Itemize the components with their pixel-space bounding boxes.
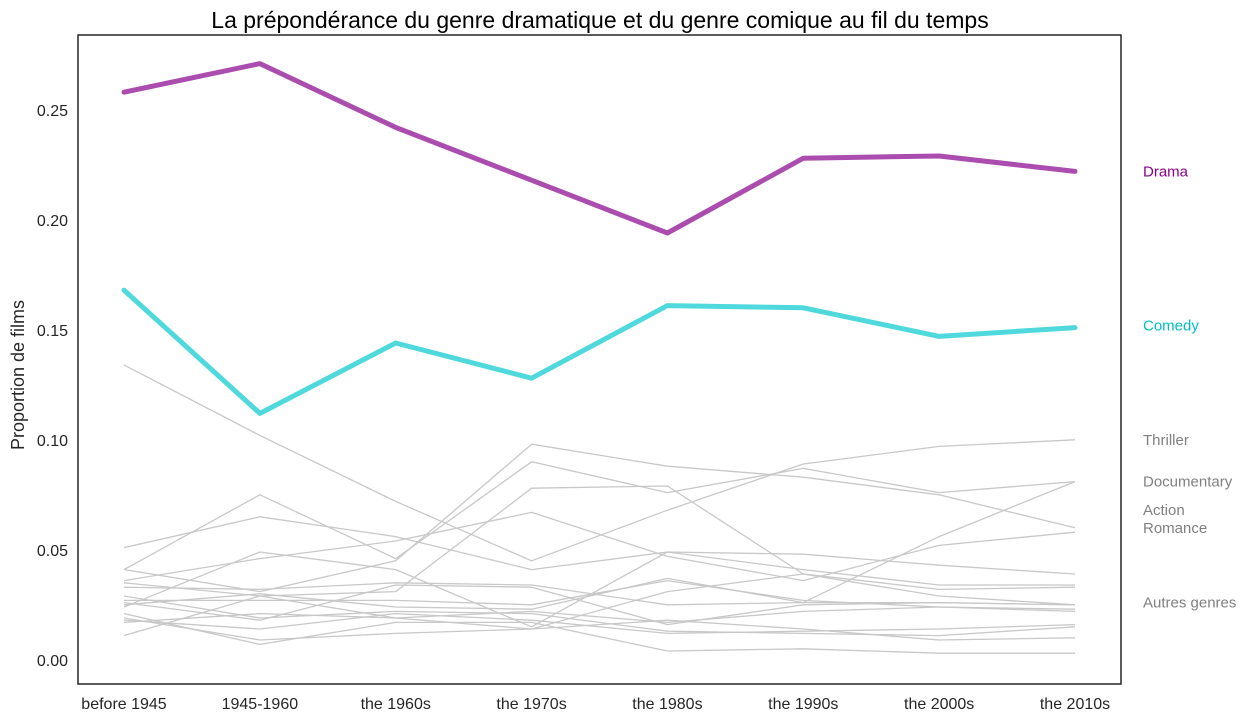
background-series-group bbox=[123, 364, 1076, 654]
y-axis-ticks: 0.00 0.05 0.10 0.15 0.20 0.25 bbox=[37, 103, 68, 670]
y-tick-label: 0.00 bbox=[37, 653, 68, 670]
y-tick-label: 0.15 bbox=[37, 323, 68, 340]
background-series-line-2 bbox=[123, 443, 1076, 593]
background-series-line-11 bbox=[123, 595, 1076, 637]
chart-title: La prépondérance du genre dramatique et … bbox=[211, 7, 988, 33]
end-label-documentary: Documentary bbox=[1143, 474, 1233, 491]
background-series-line-3 bbox=[123, 551, 1076, 628]
y-tick-label: 0.25 bbox=[37, 103, 68, 120]
background-series-line-5 bbox=[123, 461, 1076, 571]
background-series-line-16 bbox=[123, 480, 1076, 610]
end-label-comedy: Comedy bbox=[1143, 317, 1199, 334]
y-tick-label: 0.05 bbox=[37, 543, 68, 560]
x-axis-ticks: before 1945 1945-1960 the 1960s the 1970s th… bbox=[81, 696, 1110, 713]
y-tick-label: 0.10 bbox=[37, 433, 68, 450]
background-series-line-17 bbox=[123, 584, 1076, 626]
background-series-line-8 bbox=[123, 612, 1076, 635]
end-label-autres-genres: Autres genres bbox=[1143, 595, 1236, 612]
x-tick-label: the 1980s bbox=[632, 696, 702, 713]
background-series-line-4 bbox=[123, 511, 1076, 582]
background-series-line-10 bbox=[123, 485, 1076, 637]
x-tick-label: the 1990s bbox=[768, 696, 838, 713]
y-tick-label: 0.20 bbox=[37, 213, 68, 230]
x-tick-label: the 2000s bbox=[904, 696, 974, 713]
background-series-line-15 bbox=[123, 617, 1076, 641]
end-label-romance: Romance bbox=[1143, 520, 1207, 537]
x-tick-label: 1945-1960 bbox=[222, 696, 299, 713]
x-tick-label: the 2010s bbox=[1040, 696, 1110, 713]
series-end-labels: Drama Comedy Thriller Documentary ActionRoma… bbox=[1143, 163, 1236, 611]
drama-series-line bbox=[121, 61, 1078, 236]
end-label-action: Action bbox=[1143, 502, 1185, 519]
comedy-series-line bbox=[121, 287, 1078, 416]
y-axis-title: Proportion de films bbox=[8, 300, 28, 450]
x-tick-label: the 1970s bbox=[496, 696, 566, 713]
plot-frame bbox=[77, 34, 1122, 685]
background-series-line-9 bbox=[124, 579, 1076, 613]
highlight-series-group bbox=[121, 61, 1078, 416]
background-series-line-13 bbox=[123, 573, 1076, 630]
background-series-line-12 bbox=[123, 606, 1076, 624]
end-label-thriller: Thriller bbox=[1143, 432, 1189, 449]
end-label-drama: Drama bbox=[1143, 163, 1189, 180]
background-series-line-6 bbox=[123, 516, 1075, 586]
x-tick-label: before 1945 bbox=[81, 696, 167, 713]
background-series-line-1 bbox=[123, 364, 1076, 562]
x-tick-label: the 1960s bbox=[361, 696, 431, 713]
background-series-line-14 bbox=[123, 612, 1075, 654]
